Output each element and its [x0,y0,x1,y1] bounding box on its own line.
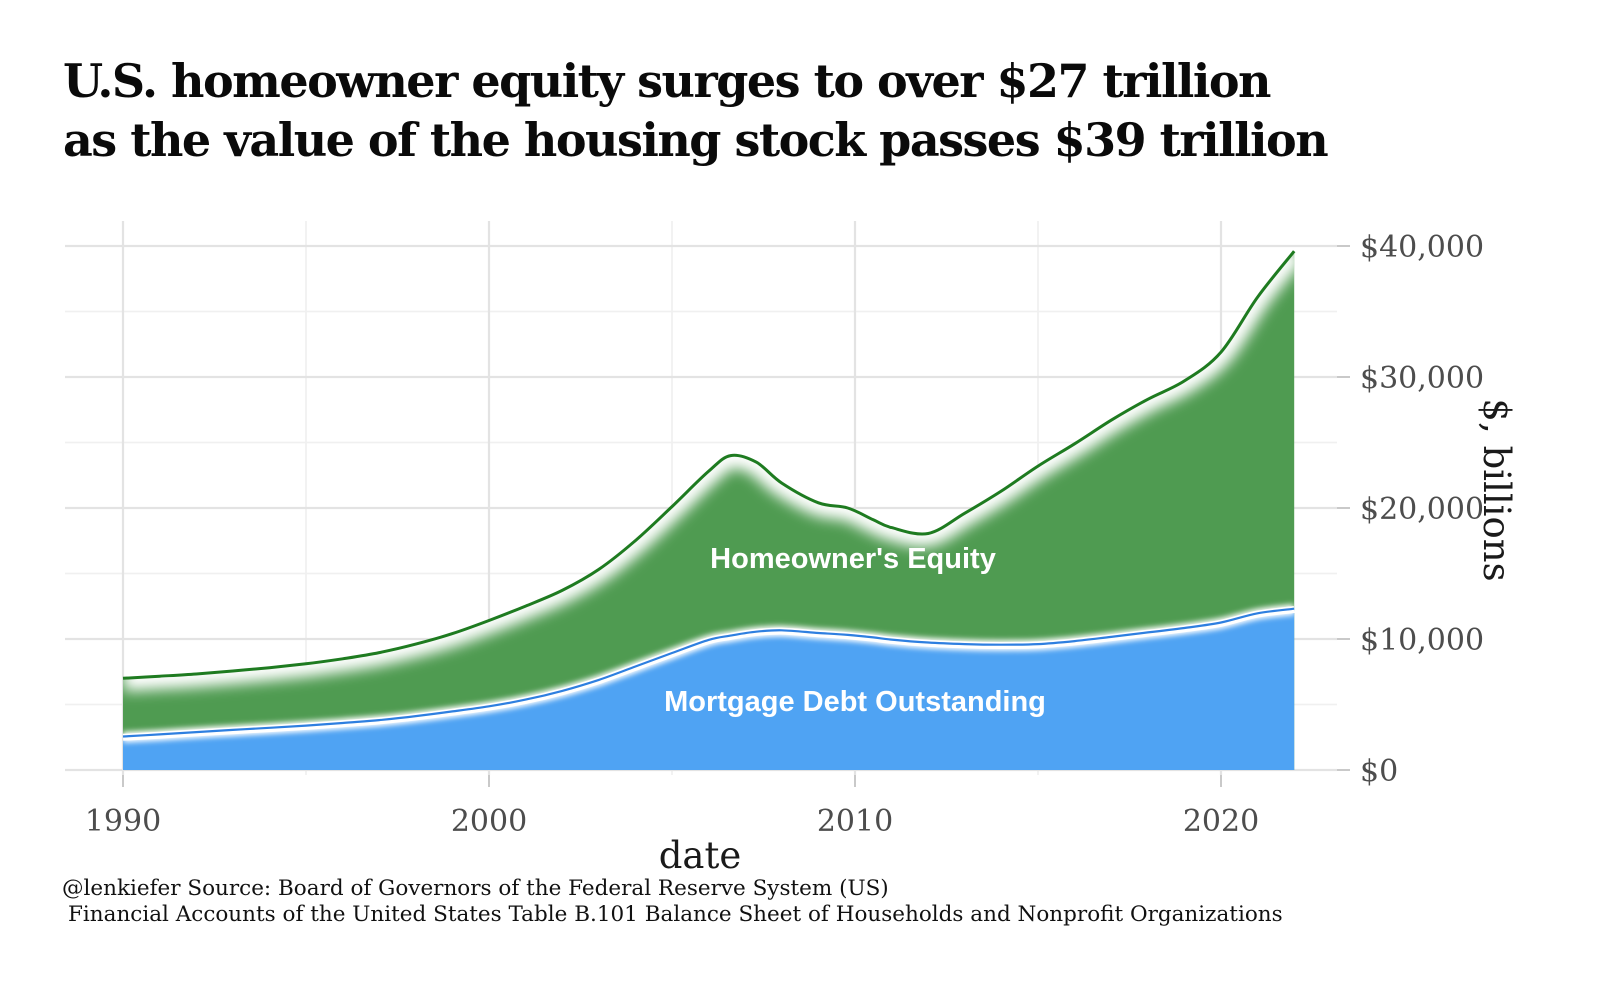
x-tick-label: 2010 [817,804,893,839]
caption-line-1: @lenkiefer Source: Board of Governors of… [62,876,889,901]
y-tick-label: $10,000 [1360,623,1484,658]
y-axis-tick-labels: $0 $10,000 $20,000 $30,000 $40,000 [1360,230,1484,789]
caption-line-2: Financial Accounts of the United States … [68,902,1283,927]
y-axis-title: $, billions [1475,398,1518,581]
axis-tick-marks [122,245,1350,787]
equity-top-line [122,250,1296,680]
chart-title: U.S. homeowner equity surges to over $27… [63,52,1463,170]
x-tick-label: 2020 [1183,804,1259,839]
mortgage-debt-line [122,607,1295,738]
chart-title-line-1: U.S. homeowner equity surges to over $27… [63,54,1272,108]
y-tick-label: $0 [1360,754,1398,789]
y-tick-label: $20,000 [1360,492,1484,527]
y-tick-label: $40,000 [1360,230,1484,265]
chart-caption: @lenkiefer Source: Board of Governors of… [62,876,1283,928]
x-tick-label: 2000 [451,804,527,839]
y-tick-label: $30,000 [1360,361,1484,396]
x-axis-title: date [659,834,742,877]
mortgage-area-label: Mortgage Debt Outstanding [664,686,1046,718]
chart-title-line-2: as the value of the housing stock passes… [63,113,1329,167]
x-tick-label: 1990 [85,804,161,839]
equity-area-label: Homeowner's Equity [710,543,996,575]
x-axis-tick-labels: 1990 2000 2010 2020 [85,804,1259,839]
